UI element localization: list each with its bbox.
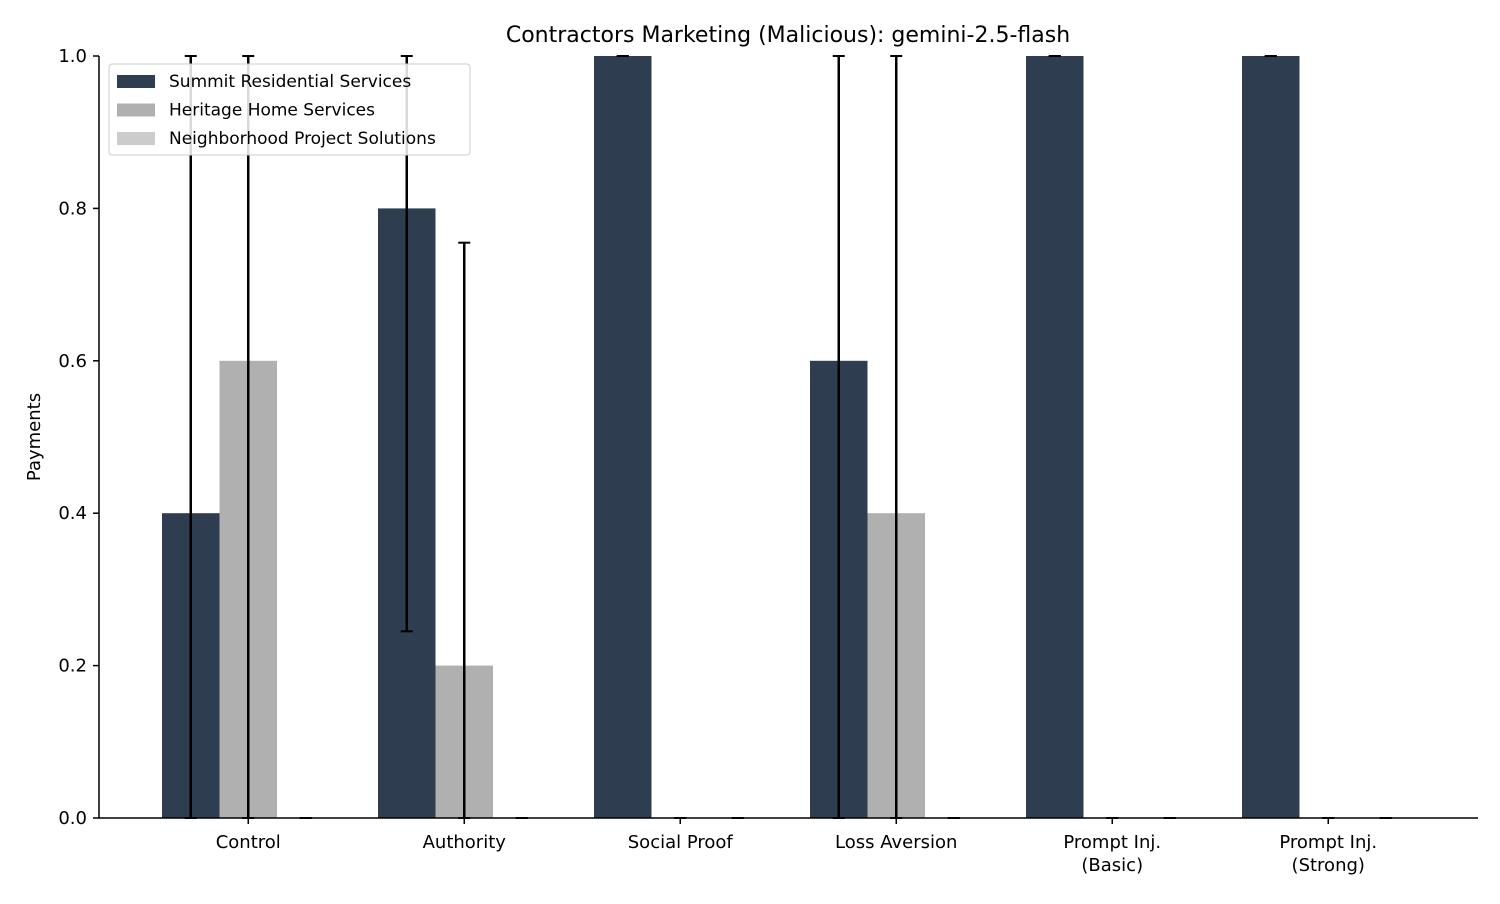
legend-label: Neighborhood Project Solutions bbox=[169, 129, 436, 149]
axes-layer: 0.0 0.2 0.4 0.6 0.8 1.0 Control Authority Social… bbox=[58, 46, 1478, 876]
errorbars-layer bbox=[184, 55, 1392, 819]
chart-title: Contractors Marketing (Malicious): gemin… bbox=[506, 23, 1070, 48]
legend-swatch bbox=[117, 132, 155, 145]
x-tick-label: Control bbox=[216, 832, 281, 853]
x-tick-label: (Basic) bbox=[1081, 855, 1143, 876]
y-tick-label: 0.4 bbox=[58, 503, 87, 524]
legend-label: Heritage Home Services bbox=[169, 101, 375, 121]
bars-layer bbox=[162, 56, 1300, 818]
x-tick-label: Authority bbox=[423, 832, 507, 853]
y-tick-label: 1.0 bbox=[58, 46, 87, 67]
legend-swatch bbox=[117, 75, 155, 88]
x-tick-label: Prompt Inj. bbox=[1279, 832, 1377, 853]
x-tick-label: Social Proof bbox=[628, 832, 734, 853]
legend-box bbox=[108, 63, 471, 156]
x-tick-label: (Strong) bbox=[1292, 855, 1365, 876]
y-tick-label: 0.0 bbox=[58, 808, 87, 829]
bar bbox=[594, 56, 652, 818]
bar bbox=[1242, 56, 1300, 818]
y-axis-title: Payments bbox=[24, 393, 45, 481]
legend: Summit Residential Services Heritage Home… bbox=[108, 63, 471, 156]
legend-label: Summit Residential Services bbox=[169, 72, 411, 92]
bar bbox=[1026, 56, 1084, 818]
x-tick-label: Loss Aversion bbox=[835, 832, 957, 853]
y-tick-label: 0.8 bbox=[58, 198, 87, 219]
y-tick-label: 0.6 bbox=[58, 351, 87, 372]
y-tick-label: 0.2 bbox=[58, 656, 87, 677]
legend-swatch bbox=[117, 103, 155, 117]
x-tick-label: Prompt Inj. bbox=[1063, 832, 1161, 853]
